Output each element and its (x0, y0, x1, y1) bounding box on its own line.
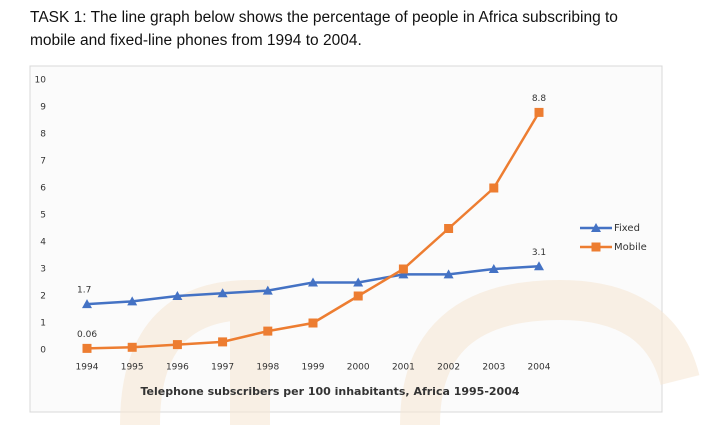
marker (82, 299, 92, 309)
data-label: 8.8 (532, 94, 547, 104)
marker (263, 326, 273, 336)
marker (488, 264, 499, 273)
x-tick-label: 1994 (76, 363, 99, 373)
marker (262, 285, 273, 295)
y-tick-label: 9 (40, 103, 46, 113)
y-tick-label: 8 (40, 130, 46, 140)
marker (127, 342, 137, 352)
y-tick-label: 4 (40, 238, 46, 248)
x-tick-label: 2001 (392, 363, 415, 373)
marker (534, 107, 544, 117)
x-tick-label: 2000 (347, 363, 370, 373)
marker (82, 343, 92, 353)
marker (308, 318, 318, 328)
x-tick-label: 1996 (166, 363, 189, 373)
x-tick-label: 2002 (437, 363, 460, 373)
marker (218, 337, 228, 347)
x-tick-label: 2003 (482, 363, 505, 373)
task-line: mobile and fixed-line phones from 1994 t… (30, 32, 362, 49)
marker (353, 291, 363, 301)
data-label: 1.7 (77, 286, 91, 296)
marker (489, 183, 499, 193)
y-tick-label: 7 (40, 157, 46, 167)
marker (398, 264, 408, 274)
marker (172, 291, 183, 300)
marker (444, 224, 454, 233)
y-tick-label: 10 (35, 76, 47, 86)
legend-label: Fixed (614, 223, 640, 234)
data-label: 0.06 (77, 330, 97, 340)
marker (443, 269, 454, 279)
y-tick-label: 5 (40, 211, 46, 221)
marker (127, 296, 138, 306)
legend-label: Mobile (614, 242, 647, 253)
watermark (120, 279, 700, 425)
x-axis-title: Telephone subscribers per 100 inhabitant… (140, 385, 519, 398)
marker (217, 288, 228, 298)
x-tick-label: 2004 (528, 363, 551, 373)
task-text: TASK 1: The line graph below shows the p… (30, 6, 710, 52)
y-tick-label: 6 (40, 184, 46, 194)
marker (591, 223, 601, 232)
x-tick-label: 1999 (302, 363, 325, 373)
y-tick-label: 1 (40, 319, 46, 329)
y-tick-label: 3 (40, 265, 46, 275)
x-tick-label: 1998 (256, 363, 279, 373)
chart-frame (29, 65, 663, 413)
marker (353, 277, 364, 287)
marker (534, 261, 544, 271)
x-tick-label: 1997 (211, 363, 234, 373)
y-tick-label: 0 (40, 346, 46, 356)
task-line: TASK 1: The line graph below shows the p… (30, 9, 618, 26)
marker (398, 269, 409, 279)
data-label: 3.1 (532, 248, 546, 258)
x-tick-label: 1995 (121, 363, 144, 373)
marker (591, 242, 601, 252)
marker (308, 277, 318, 287)
marker (172, 340, 182, 350)
y-tick-label: 2 (40, 292, 46, 302)
